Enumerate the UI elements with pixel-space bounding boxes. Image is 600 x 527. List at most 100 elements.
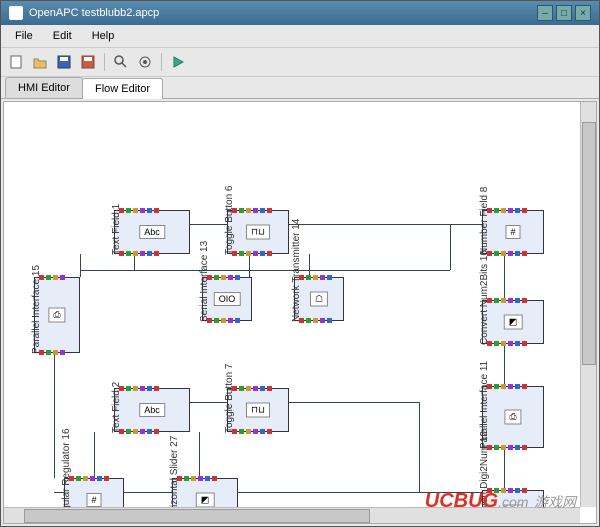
pin[interactable]	[522, 251, 527, 256]
pin[interactable]	[501, 208, 506, 213]
pin[interactable]	[119, 251, 124, 256]
save-button[interactable]	[53, 51, 75, 73]
pin[interactable]	[327, 275, 332, 280]
pin[interactable]	[205, 476, 210, 481]
pin[interactable]	[327, 318, 332, 323]
pin[interactable]	[212, 476, 217, 481]
pin[interactable]	[46, 350, 51, 355]
pin[interactable]	[126, 429, 131, 434]
pin[interactable]	[214, 318, 219, 323]
pin[interactable]	[119, 386, 124, 391]
pin[interactable]	[76, 476, 81, 481]
pin[interactable]	[46, 275, 51, 280]
pin[interactable]	[147, 429, 152, 434]
pin[interactable]	[235, 275, 240, 280]
pin[interactable]	[69, 476, 74, 481]
menu-file[interactable]: File	[5, 27, 43, 45]
node-parallel-11[interactable]: Parallel Interface 11⎙	[482, 386, 544, 448]
node-parallel-15[interactable]: Parallel Interface 15⎙	[34, 277, 80, 353]
pin[interactable]	[501, 298, 506, 303]
pin[interactable]	[133, 386, 138, 391]
pin[interactable]	[228, 275, 233, 280]
pin[interactable]	[154, 386, 159, 391]
pin[interactable]	[154, 251, 159, 256]
pin[interactable]	[320, 318, 325, 323]
menu-help[interactable]: Help	[82, 27, 125, 45]
pin[interactable]	[133, 251, 138, 256]
pin[interactable]	[154, 429, 159, 434]
pin[interactable]	[522, 298, 527, 303]
pin[interactable]	[515, 445, 520, 450]
node-toggle-6[interactable]: Toggle Button 6⊓⊔	[227, 210, 289, 254]
pin[interactable]	[313, 318, 318, 323]
pin[interactable]	[267, 251, 272, 256]
pin[interactable]	[126, 208, 131, 213]
pin[interactable]	[267, 386, 272, 391]
pin[interactable]	[306, 275, 311, 280]
pin[interactable]	[90, 476, 95, 481]
saveas-button[interactable]	[77, 51, 99, 73]
maximize-button[interactable]: □	[556, 5, 572, 21]
run-button[interactable]	[167, 51, 189, 73]
pin[interactable]	[320, 275, 325, 280]
pin[interactable]	[522, 445, 527, 450]
pin[interactable]	[147, 386, 152, 391]
pin[interactable]	[39, 350, 44, 355]
pin[interactable]	[39, 275, 44, 280]
pin[interactable]	[147, 208, 152, 213]
pin[interactable]	[253, 208, 258, 213]
pin[interactable]	[515, 384, 520, 389]
pin[interactable]	[522, 341, 527, 346]
minimize-button[interactable]: –	[537, 5, 553, 21]
tab-flow[interactable]: Flow Editor	[82, 78, 163, 99]
pin[interactable]	[508, 208, 513, 213]
pin[interactable]	[126, 251, 131, 256]
pin[interactable]	[177, 476, 182, 481]
pin[interactable]	[232, 386, 237, 391]
pin[interactable]	[246, 208, 251, 213]
pin[interactable]	[246, 386, 251, 391]
pin[interactable]	[260, 429, 265, 434]
open-button[interactable]	[29, 51, 51, 73]
pin[interactable]	[501, 251, 506, 256]
pin[interactable]	[501, 341, 506, 346]
node-text-field-1[interactable]: Text Field 1Abc	[114, 210, 190, 254]
pin[interactable]	[140, 208, 145, 213]
pin[interactable]	[522, 384, 527, 389]
pin[interactable]	[508, 384, 513, 389]
pin[interactable]	[239, 429, 244, 434]
pin[interactable]	[515, 251, 520, 256]
pin[interactable]	[260, 386, 265, 391]
flow-canvas[interactable]: Parallel Interface 15⎙ Text Field 1Abc Tog…	[4, 102, 596, 523]
pin[interactable]	[232, 208, 237, 213]
pin[interactable]	[508, 251, 513, 256]
pin[interactable]	[253, 386, 258, 391]
pin[interactable]	[140, 251, 145, 256]
pin[interactable]	[97, 476, 102, 481]
pin[interactable]	[214, 275, 219, 280]
pin[interactable]	[60, 350, 65, 355]
pin[interactable]	[267, 208, 272, 213]
pin[interactable]	[494, 251, 499, 256]
pin[interactable]	[232, 251, 237, 256]
pin[interactable]	[207, 275, 212, 280]
new-button[interactable]	[5, 51, 27, 73]
pin[interactable]	[235, 318, 240, 323]
pin[interactable]	[228, 318, 233, 323]
titlebar[interactable]: OpenAPC testblubb2.apcp – □ ×	[1, 1, 599, 25]
settings-button[interactable]	[134, 51, 156, 73]
node-number-8[interactable]: Number Field 8#	[482, 210, 544, 254]
pin[interactable]	[487, 384, 492, 389]
pin[interactable]	[494, 341, 499, 346]
node-network-14[interactable]: Network Transmitter 14☖	[294, 277, 344, 321]
pin[interactable]	[487, 298, 492, 303]
menu-edit[interactable]: Edit	[43, 27, 82, 45]
pin[interactable]	[260, 208, 265, 213]
node-text-field-2[interactable]: Text Field 2Abc	[114, 388, 190, 432]
pin[interactable]	[60, 275, 65, 280]
pin[interactable]	[494, 384, 499, 389]
pin[interactable]	[508, 445, 513, 450]
tab-hmi[interactable]: HMI Editor	[5, 77, 83, 98]
pin[interactable]	[267, 429, 272, 434]
pin[interactable]	[253, 251, 258, 256]
